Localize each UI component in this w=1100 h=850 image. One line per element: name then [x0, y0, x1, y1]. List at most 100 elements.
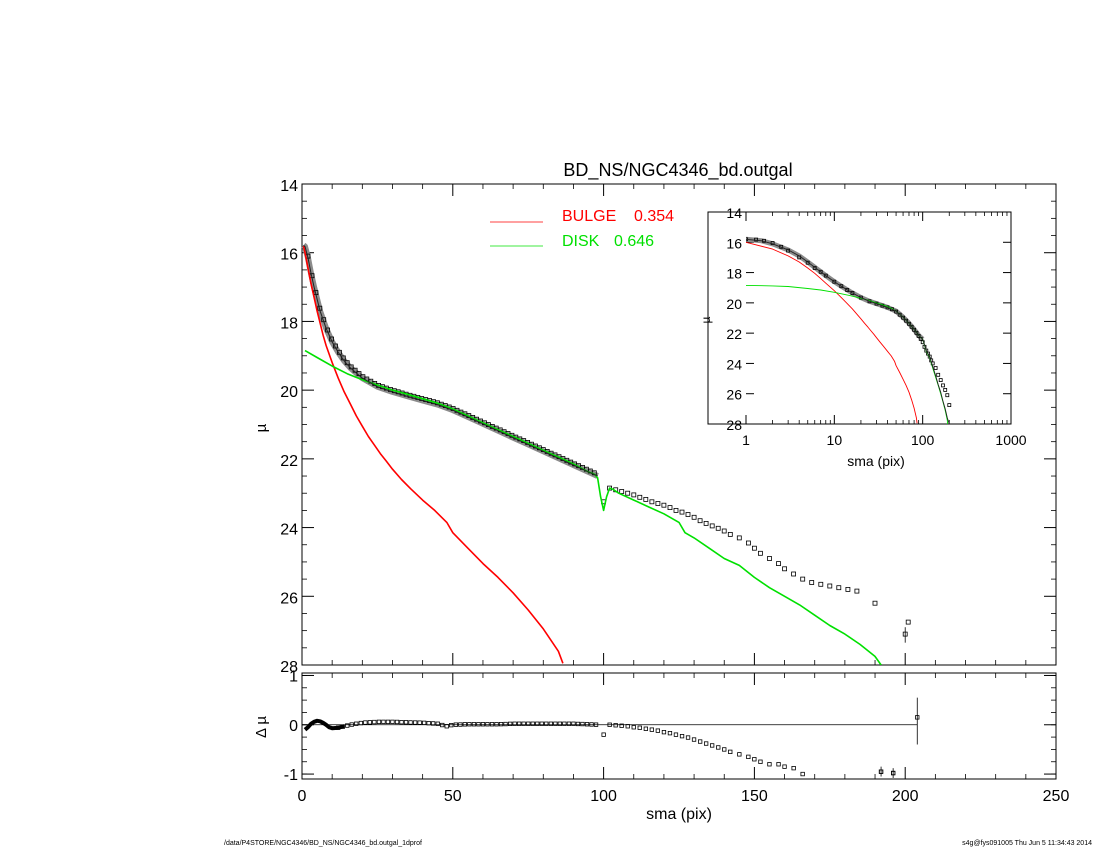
residual-data-point: [498, 722, 504, 727]
residual-data-point: [698, 739, 703, 744]
inset-data-point: [938, 378, 943, 383]
residual-data-point: [667, 731, 673, 736]
residual-data-point: [643, 726, 648, 731]
inset-data-point: [894, 309, 898, 314]
residual-data-point: [535, 721, 540, 726]
residual-data-point: [417, 720, 422, 725]
inset-data-point: [897, 312, 902, 317]
residual-data-point: [691, 737, 697, 742]
residual-y-tick-label: 1: [289, 668, 298, 685]
residual-data-point: [589, 722, 594, 727]
residual-data-point: [430, 721, 436, 726]
main-data-point: [836, 585, 842, 591]
residual-data-point: [737, 752, 742, 757]
legend-bulge-label: BULGE: [562, 208, 616, 225]
main-data-point: [643, 496, 649, 502]
main-data-point: [673, 507, 679, 513]
main-data-point: [791, 571, 796, 577]
main-data-point: [752, 545, 757, 551]
residual-plot-content: 10-10 50 100 150 200 250: [284, 668, 1070, 805]
residual-data-point: [440, 722, 445, 728]
main-y-tick-label: 16: [280, 247, 298, 264]
main-data-point: [649, 499, 655, 505]
residual-data-point-with-error: [915, 715, 920, 720]
main-y-tick-label: 28: [280, 659, 298, 676]
residual-data-point: [517, 721, 522, 726]
main-data-point-with-error: [902, 631, 908, 637]
residual-data-point: [767, 762, 772, 767]
main-data-point: [691, 514, 697, 520]
residual-data-point: [716, 745, 721, 750]
main-data-point: [637, 494, 643, 500]
residual-data-point: [381, 719, 386, 724]
main-y-tick-label: 24: [280, 522, 298, 539]
residual-data-point: [412, 720, 418, 725]
inset-y-tick-label: 16: [726, 235, 742, 251]
residual-data-point: [485, 722, 490, 727]
residual-data-point: [655, 728, 660, 733]
residual-data-point: [553, 721, 558, 726]
main-y-tick-label: 26: [280, 590, 298, 607]
footer-timestamp: s4g@fys091005 Thu Jun 5 11:34:43 2014: [962, 840, 1092, 847]
disk-series-line: [304, 349, 882, 665]
residual-data-point: [782, 764, 787, 769]
inset-bulge-line: [746, 241, 918, 424]
residual-x-tick-label: 50: [444, 788, 462, 805]
residual-data-point: [548, 721, 553, 726]
inset-data-point: [936, 372, 941, 377]
residual-data-point: [637, 725, 642, 730]
inset-data-point: [754, 237, 758, 242]
main-data-point: [827, 583, 833, 589]
inset-y-tick-label: 18: [726, 266, 742, 282]
residual-data-point: [349, 722, 354, 727]
main-data-point: [809, 580, 815, 585]
inset-data-point: [845, 288, 850, 292]
residual-data-point-with-error: [891, 770, 896, 776]
inset-y-tick-label: 28: [726, 417, 742, 433]
main-data-point: [758, 550, 763, 556]
main-data-point: [905, 619, 911, 625]
legend: BULGE 0.354 DISK 0.646: [490, 208, 674, 250]
residual-data-point: [467, 722, 472, 727]
inset-x-axis-label: sma (pix): [847, 453, 905, 469]
residual-data-point: [649, 727, 654, 732]
inset-data-point: [914, 330, 919, 335]
residual-data-point: [494, 722, 499, 727]
inset-data-point: [941, 383, 945, 388]
main-data-point: [818, 581, 824, 587]
inset-plot-frame: [707, 211, 1012, 425]
residual-data-point: [503, 721, 508, 727]
main-y-axis-label: µ: [253, 423, 270, 432]
inset-data-point: [850, 291, 855, 295]
residual-data-point: [544, 721, 549, 726]
main-data-point: [655, 501, 661, 506]
residual-data-point: [480, 722, 486, 727]
residual-data-point: [476, 722, 481, 727]
inset-data-point: [947, 403, 952, 408]
main-data-point: [715, 525, 721, 531]
residual-data-point: [507, 721, 513, 726]
inset-model-line: [746, 238, 950, 424]
residual-data-point: [575, 721, 581, 727]
residual-y-axis-label: Δ µ: [253, 716, 270, 738]
main-data-point: [872, 600, 878, 606]
main-data-point: [746, 540, 751, 546]
main-data-point: [727, 532, 733, 537]
residual-data-point: [746, 754, 751, 759]
residual-data-point: [613, 723, 618, 728]
residual-data-point: [462, 722, 468, 727]
main-data-point: [782, 566, 787, 572]
residual-data-point: [562, 721, 567, 726]
inset-x-tick-label: 100: [911, 432, 935, 448]
main-data-point: [697, 518, 703, 524]
residual-data-point: [619, 723, 624, 728]
residual-x-tick-label: 0: [298, 788, 307, 805]
main-y-tick-label: 18: [280, 315, 298, 332]
main-data-point: [854, 588, 860, 594]
inset-data-point: [823, 273, 828, 278]
main-data-point: [625, 490, 631, 496]
residual-data-point: [791, 766, 796, 771]
main-data-point: [679, 509, 685, 515]
inset-data-point: [901, 315, 905, 320]
